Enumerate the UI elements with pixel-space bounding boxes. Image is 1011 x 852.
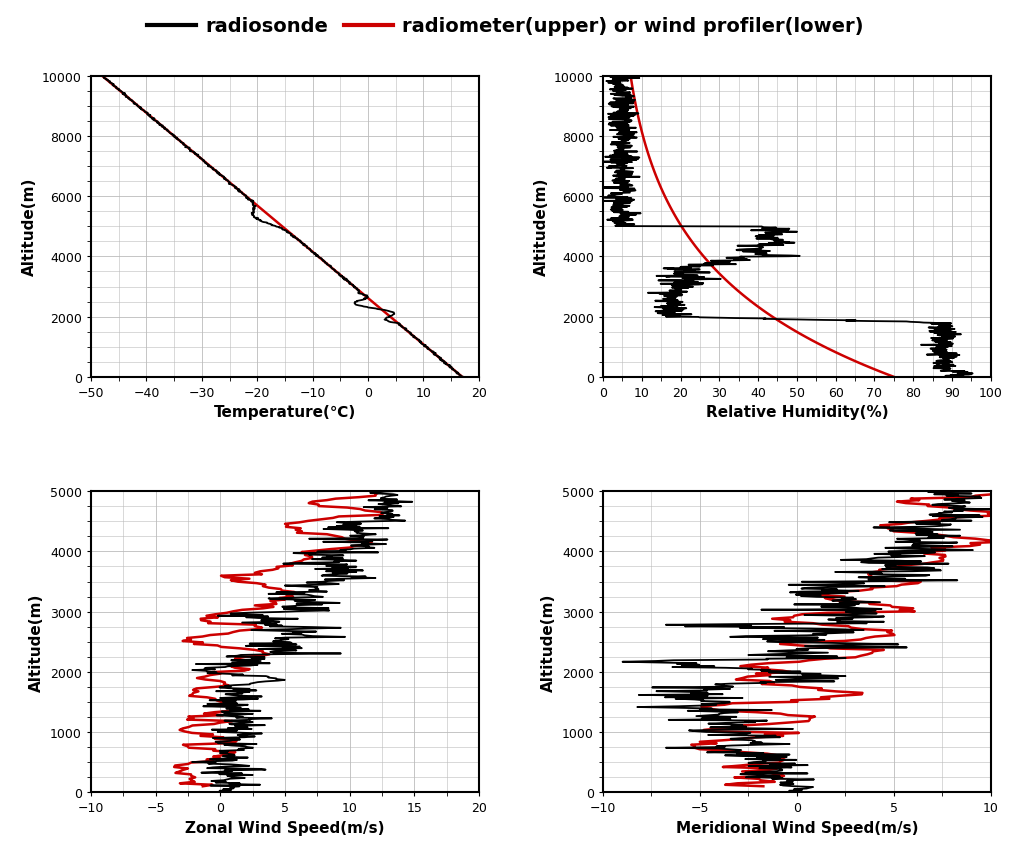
- Y-axis label: Altitude(m): Altitude(m): [21, 178, 36, 276]
- Y-axis label: Altitude(m): Altitude(m): [534, 178, 549, 276]
- X-axis label: Relative Humidity(%): Relative Humidity(%): [706, 405, 889, 420]
- X-axis label: Temperature(℃): Temperature(℃): [213, 405, 356, 420]
- Y-axis label: Altitude(m): Altitude(m): [541, 593, 556, 691]
- X-axis label: Zonal Wind Speed(m/s): Zonal Wind Speed(m/s): [185, 820, 384, 835]
- Legend: radiosonde, radiometer(upper) or wind profiler(lower): radiosonde, radiometer(upper) or wind pr…: [140, 9, 871, 44]
- Y-axis label: Altitude(m): Altitude(m): [29, 593, 44, 691]
- X-axis label: Meridional Wind Speed(m/s): Meridional Wind Speed(m/s): [675, 820, 918, 835]
